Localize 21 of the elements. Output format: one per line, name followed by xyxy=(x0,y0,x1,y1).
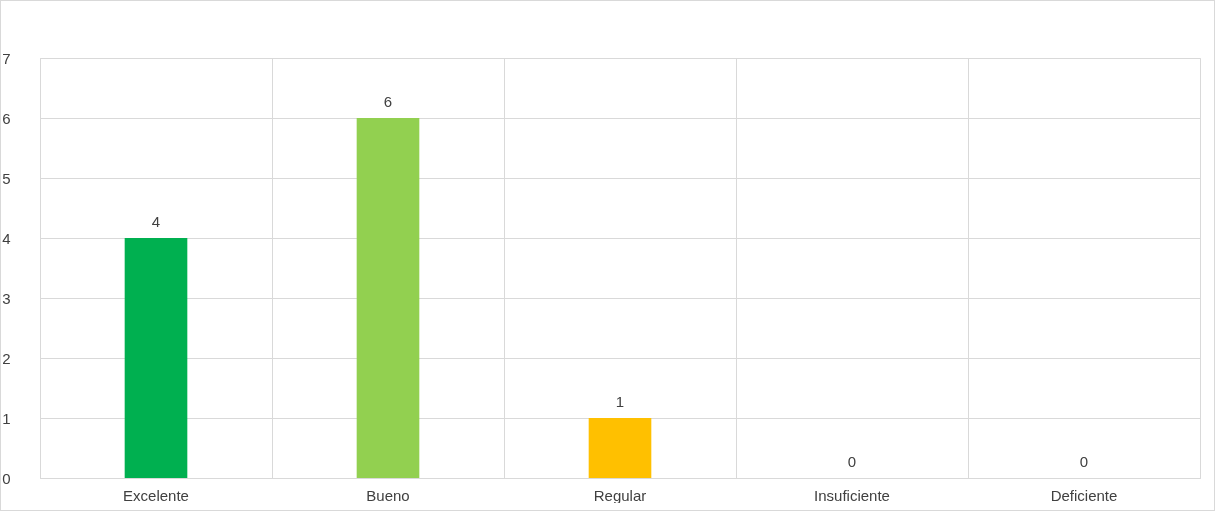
x-tick-label: Bueno xyxy=(366,486,410,504)
x-tick-label: Regular xyxy=(593,486,647,504)
data-label: 1 xyxy=(615,393,625,410)
y-tick-label: 5 xyxy=(2,169,11,187)
y-tick-label: 4 xyxy=(2,229,11,247)
bar xyxy=(588,418,652,478)
data-label: 6 xyxy=(383,93,393,110)
bar xyxy=(356,118,420,478)
data-label: 0 xyxy=(847,453,857,470)
y-tick-label: 1 xyxy=(2,409,11,427)
y-tick-label: 0 xyxy=(2,469,11,487)
x-tick-label: Insuficiente xyxy=(814,486,890,504)
x-tick-label: Excelente xyxy=(123,486,189,504)
data-label: 0 xyxy=(1079,453,1089,470)
bar xyxy=(124,238,188,478)
y-tick-label: 6 xyxy=(2,109,11,127)
y-tick-label: 7 xyxy=(2,49,11,67)
y-tick-label: 3 xyxy=(2,289,11,307)
data-label: 4 xyxy=(151,213,161,230)
y-tick-label: 2 xyxy=(2,349,11,367)
x-tick-label: Deficiente xyxy=(1050,486,1118,504)
